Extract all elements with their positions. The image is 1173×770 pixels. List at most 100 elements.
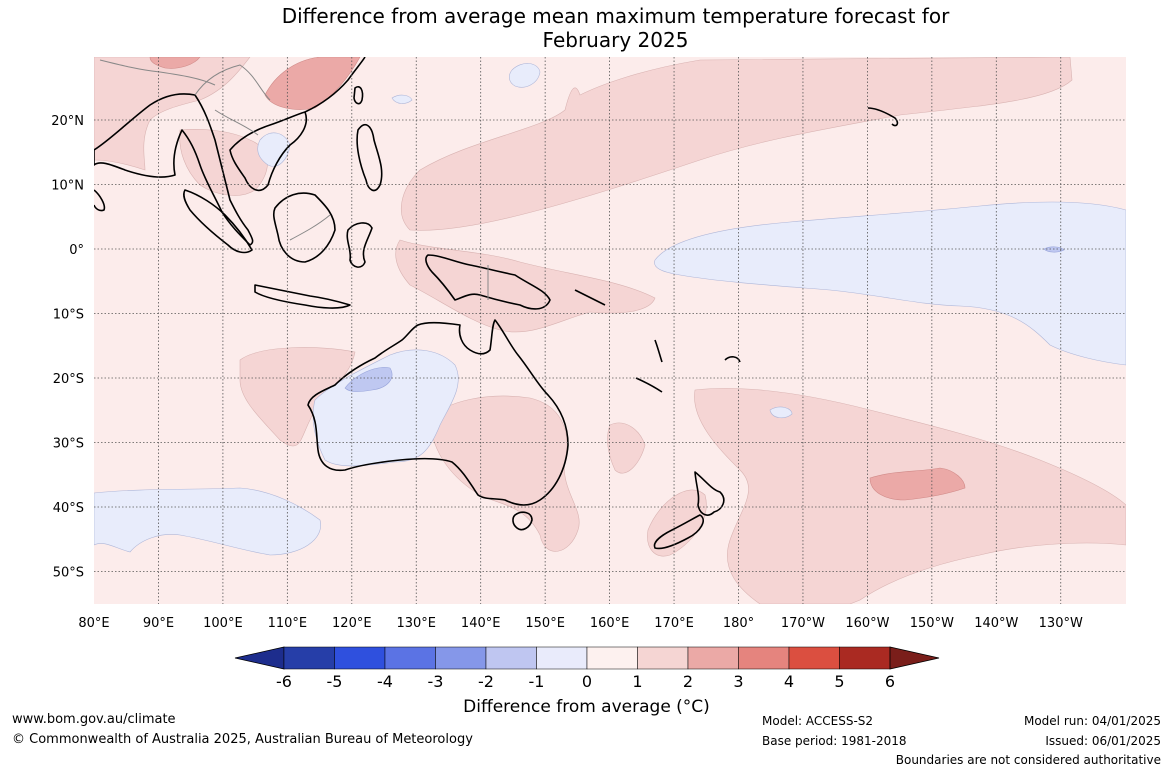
anomaly-neg2-to-neg1-regions — [344, 246, 1065, 392]
colorbar-tick-label: 0 — [582, 672, 592, 691]
coastline-nz-north — [694, 471, 725, 516]
anomaly-region-south-pacific-core — [869, 467, 966, 501]
colorbar-segment — [485, 646, 537, 670]
latitude-label: 50°S — [53, 566, 84, 581]
colorbar-tick-label: -3 — [428, 672, 444, 691]
coastline-nz-south — [653, 514, 704, 550]
coastline-mainland-asia — [94, 93, 254, 246]
longitude-label: 130°E — [396, 616, 436, 631]
map-title-line1: Difference from average mean maximum tem… — [281, 4, 950, 28]
colorbar-tick-label: 6 — [885, 672, 895, 691]
colorbar-segment — [687, 646, 739, 670]
latitude-label: 10°S — [53, 308, 84, 323]
colorbar-tick-label: 3 — [733, 672, 743, 691]
longitude-label: 170°E — [654, 616, 694, 631]
coastline-hawaii — [867, 107, 899, 127]
colorbar-segment — [637, 646, 689, 670]
coastline-sulawesi — [346, 222, 373, 268]
coastline-png — [425, 254, 551, 310]
colorbar-tick-label: 1 — [632, 672, 642, 691]
colorbar-tick-label: 5 — [834, 672, 844, 691]
border-seasia-1 — [194, 64, 271, 101]
coastline-borneo — [272, 192, 336, 263]
longitude-label: 160°W — [845, 616, 889, 631]
border-seasia-3 — [99, 59, 216, 86]
coastline-china-coast — [304, 57, 366, 113]
map-title: Difference from average mean maximum tem… — [0, 4, 1173, 52]
longitude-label: 140°W — [974, 616, 1018, 631]
latitude-label: 40°S — [53, 501, 84, 516]
anomaly-neg1-to-0-regions — [94, 63, 1126, 556]
anomaly-region-china — [264, 57, 361, 110]
colorbar-segment — [586, 646, 638, 670]
graticule — [94, 57, 1126, 604]
longitude-label: 120°E — [332, 616, 372, 631]
map-plot-area — [94, 57, 1126, 604]
longitude-label: 160°E — [590, 616, 630, 631]
colorbar-segment — [435, 646, 487, 670]
anomaly-region-nw-corner — [149, 57, 201, 69]
anomaly-region-luzon-strait — [391, 94, 413, 104]
colorbar-tick-label: -2 — [478, 672, 494, 691]
latitude-label: 0° — [69, 243, 84, 258]
issued-label: Issued: 06/01/2025 — [1045, 734, 1161, 748]
longitude-label: 80°E — [78, 616, 109, 631]
anomaly-region-pacific-spot — [1043, 246, 1065, 253]
latitude-label: 20°N — [51, 114, 84, 129]
colorbar-tick-label: -1 — [529, 672, 545, 691]
longitude-label: 150°W — [910, 616, 954, 631]
coastline-taiwan — [353, 85, 364, 105]
anomaly-region-equatorial-pacific — [654, 201, 1126, 366]
colorbar-extend-high — [889, 646, 940, 670]
longitude-label: 150°E — [525, 616, 565, 631]
colorbar-tick-label: -4 — [377, 672, 393, 691]
anomaly-region-vietnam — [257, 132, 291, 167]
coastline-solomons — [574, 289, 606, 306]
anomaly-region-nz-west — [647, 489, 707, 557]
coastline-java — [254, 284, 351, 309]
coastline-philippines — [356, 124, 383, 192]
coastline-tasmania — [512, 511, 533, 531]
colorbar-title: Difference from average (°C) — [463, 697, 710, 717]
model-label: Model: ACCESS-S2 — [762, 714, 874, 728]
latitude-label: 10°N — [51, 179, 84, 194]
anomaly-region-north-pacific-band — [401, 57, 1073, 231]
anomaly-2-to-3-regions — [149, 57, 966, 501]
colorbar-tick-label: -5 — [327, 672, 343, 691]
longitude-label: 100°E — [203, 616, 243, 631]
border-borneo — [289, 214, 331, 241]
colorbar-segment — [839, 646, 891, 670]
website-link[interactable]: www.bom.gov.au/climate — [12, 712, 176, 727]
latitude-labels: 20°N 10°N 0° 10°S 20°S 30°S 40°S 50°S — [51, 114, 84, 581]
copyright-text: © Commonwealth of Australia 2025, Austra… — [12, 732, 473, 747]
map-title-line2: February 2025 — [542, 28, 689, 52]
country-borders — [99, 59, 489, 300]
latitude-label: 20°S — [53, 372, 84, 387]
anomaly-region-tasman — [607, 422, 646, 474]
colorbar-segment — [738, 646, 790, 670]
model-run-label: Model run: 04/01/2025 — [1023, 714, 1161, 728]
longitude-label: 90°E — [143, 616, 174, 631]
longitude-labels: 80°E 90°E 100°E 110°E 120°E 130°E 140°E 150°E 16… — [78, 616, 1083, 631]
coastline-indochina — [229, 111, 308, 192]
coastline-fiji — [724, 356, 741, 363]
anomaly-region-philippine-sea — [509, 63, 541, 88]
base-period-label: Base period: 1981-2018 — [762, 734, 907, 748]
longitude-label: 110°E — [268, 616, 308, 631]
border-seasia-2 — [214, 109, 259, 136]
longitude-label: 140°E — [461, 616, 501, 631]
colorbar-segment — [788, 646, 840, 670]
colorbar-tick-label: 2 — [683, 672, 693, 691]
disclaimer-text: Boundaries are not considered authoritat… — [895, 753, 1161, 767]
anomaly-region-interior-australia — [312, 349, 459, 467]
anomaly-region-se-australia — [429, 395, 580, 552]
coastlines — [94, 57, 899, 550]
coastline-india-tip — [94, 189, 106, 212]
colorbar: -6 -5 -4 -3 -2 -1 0 1 2 3 4 5 6 — [234, 646, 940, 691]
anomaly-region-tasman-south — [769, 406, 793, 419]
anomaly-region-south-indian — [94, 487, 321, 556]
anomaly-region-west-australia — [239, 347, 356, 447]
colorbar-segment — [283, 646, 335, 670]
longitude-label: 180° — [723, 616, 754, 631]
